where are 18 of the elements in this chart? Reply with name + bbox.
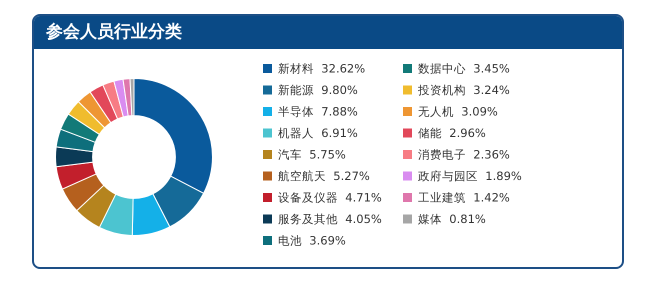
legend-label: 新材料 32.62% [278,62,366,76]
legend-label: 航空航天 5.27% [278,169,370,183]
legend-label: 服务及其他 4.05% [278,212,382,226]
legend-label: 设备及仪器 4.71% [278,190,382,204]
legend-label: 储能 2.96% [418,126,486,140]
legend-label: 新能源 9.80% [278,83,358,97]
legend-label: 电池 3.69% [278,234,346,248]
chart-title: 参会人员行业分类 [34,16,622,49]
legend-label: 机器人 6.91% [278,126,358,140]
legend-label: 工业建筑 1.42% [418,190,510,204]
legend-label: 投资机构 3.24% [417,83,510,97]
legend-label: 数据中心 3.45% [418,62,510,76]
legend-label: 无人机 3.09% [418,104,498,118]
legend-label: 半导体 7.88% [278,104,358,118]
legend-label: 政府与园区 1.89% [418,169,522,183]
legend-label: 媒体 0.81% [418,212,486,226]
legend-label: 汽车 5.75% [278,148,346,162]
legend-label: 消费电子 2.36% [418,148,510,162]
